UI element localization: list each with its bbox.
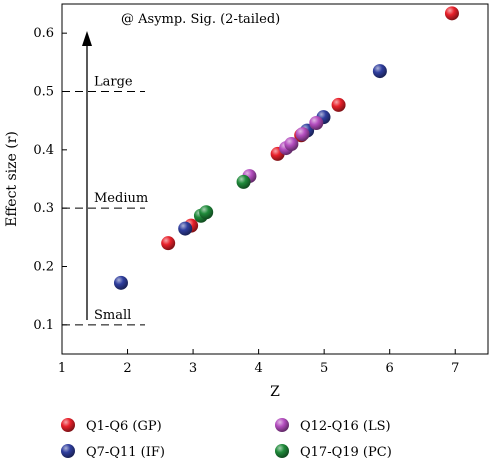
level-lines: Large Medium Small <box>62 75 148 326</box>
x-tick-label: 6 <box>386 361 394 376</box>
x-tick-label: 5 <box>320 361 328 376</box>
legend-item: Q7-Q11 (IF) <box>61 444 165 459</box>
legend-item: Q12-Q16 (LS) <box>275 418 391 434</box>
data-point <box>444 6 459 21</box>
legend-item: Q1-Q6 (GP) <box>61 418 162 434</box>
legend-label: Q12-Q16 (LS) <box>300 419 391 434</box>
x-tick-label: 4 <box>254 361 262 376</box>
x-axis: 1 2 3 4 5 6 7 <box>58 349 459 376</box>
x-tick-label: 1 <box>58 361 66 376</box>
y-axis: 0.1 0.2 0.3 0.4 0.5 0.6 <box>33 26 67 333</box>
legend-label: Q1-Q6 (GP) <box>86 419 162 434</box>
legend-label: Q7-Q11 (IF) <box>86 445 165 459</box>
legend: Q1-Q6 (GP) Q12-Q16 (LS) Q7-Q11 (IF) Q17-Q19… <box>61 418 392 459</box>
y-tick-label: 0.5 <box>33 85 54 100</box>
data-point <box>309 116 324 130</box>
effect-arrow-head <box>82 31 92 46</box>
y-tick-label: 0.2 <box>33 260 54 275</box>
annotation-text: @ Asymp. Sig. (2-tailed) <box>121 12 280 27</box>
level-label-large: Large <box>94 75 133 90</box>
arrow <box>82 31 92 320</box>
x-tick-label: 7 <box>451 361 459 376</box>
plot-frame <box>61 3 489 355</box>
x-axis-title: Z <box>270 384 280 400</box>
legend-item: Q17-Q19 (PC) <box>275 444 392 459</box>
y-tick-label: 0.1 <box>33 318 54 333</box>
y-tick-label: 0.4 <box>33 143 54 158</box>
legend-marker <box>61 418 75 432</box>
legend-marker <box>275 418 289 432</box>
y-tick-label: 0.3 <box>33 201 54 216</box>
data-point <box>113 275 128 290</box>
data-point <box>161 236 176 251</box>
y-tick-label: 0.6 <box>33 26 54 41</box>
level-label-small: Small <box>94 308 131 323</box>
data-point <box>331 97 346 112</box>
data-point <box>178 221 193 236</box>
x-tick-label: 2 <box>123 361 131 376</box>
x-tick-label: 3 <box>189 361 197 376</box>
data-point <box>295 127 310 142</box>
data-point <box>284 137 299 151</box>
level-label-medium: Medium <box>94 191 148 206</box>
data-point <box>199 205 214 220</box>
y-axis-title: Effect size (r) <box>4 131 20 227</box>
data-points <box>113 6 459 290</box>
legend-label: Q17-Q19 (PC) <box>300 445 392 459</box>
data-point <box>236 174 251 189</box>
legend-marker <box>275 444 289 458</box>
legend-marker <box>61 444 75 458</box>
data-point <box>372 64 387 79</box>
